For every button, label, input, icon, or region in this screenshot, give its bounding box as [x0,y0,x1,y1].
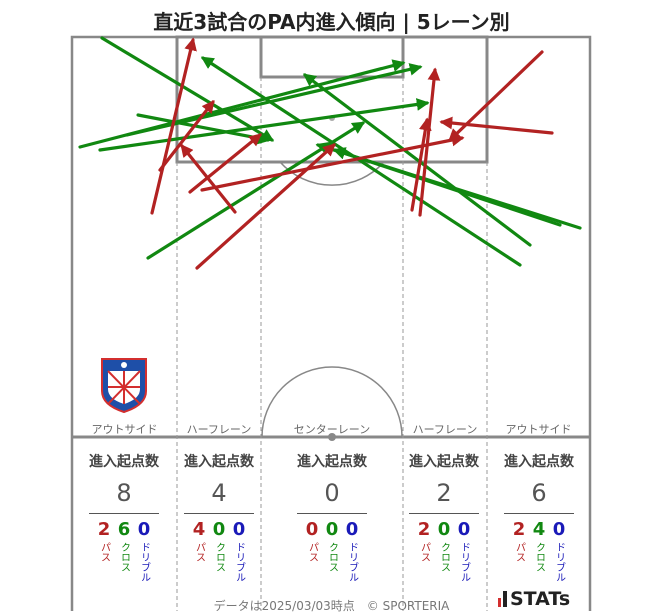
stat-dribble-value: 0 [345,519,359,540]
cross-label: クロス [438,542,450,572]
stat-header: 進入起点数 [409,454,479,470]
pass-arrow [418,67,441,217]
pass-label: パス [98,542,110,562]
stat-total: 4 [211,479,227,507]
cross-label: クロス [326,542,338,572]
lane-label-half-left: ハーフレーン [186,423,252,436]
footer-credit: データは2025/03/03時点 © SPORTERIA [213,599,450,613]
stat-cross-value: 6 [117,519,131,540]
stat-cross-value: 0 [437,519,451,540]
chart-title: 直近3試合のPA内進入傾向 | 5レーン別 [153,10,510,34]
stat-pass-value: 2 [417,519,431,540]
cross-label: クロス [533,542,545,572]
center-circle [261,366,403,438]
lane-label-outside-left: アウトサイド [91,423,158,436]
brand-logo: STATs [498,588,570,610]
dribble-label: ドリブル [346,542,358,582]
cross-label: クロス [118,542,130,572]
brand-mark-bar-icon [503,591,507,607]
pass-arrow [180,144,237,214]
pass-arrow [200,133,465,192]
stat-column-outside-left: 進入起点数 8 2 パス 6 クロス 0 ドリブル [78,451,170,582]
stat-header: 進入起点数 [504,454,574,470]
stat-total: 8 [116,479,132,507]
pass-label: パス [513,542,525,562]
dribble-label: ドリブル [458,542,470,582]
stat-column-half-left: 進入起点数 4 4 パス 0 クロス 0 ドリブル [178,451,260,582]
pass-arrow [150,37,197,215]
pass-label: パス [193,542,205,562]
cross-arrow [98,98,430,152]
goal-area [259,35,405,79]
arrow-layer [78,36,582,270]
lane-label-outside-right: アウトサイド [505,423,572,436]
stat-total: 2 [436,479,452,507]
dribble-label: ドリブル [553,542,565,582]
stat-dribble-value: 0 [137,519,151,540]
pass-arrow [410,117,432,212]
pass-arrow [439,116,554,135]
cross-arrow [136,113,271,145]
cross-arrow [302,73,532,247]
stat-pass-value: 4 [192,519,206,540]
stat-pass-value: 2 [97,519,111,540]
brand-text: STATs [510,588,571,610]
pass-label: パス [306,542,318,562]
dribble-label: ドリブル [233,542,245,582]
stat-total: 6 [531,479,547,507]
stat-pass-value: 0 [305,519,319,540]
pass-arrow [195,143,336,270]
cross-label: クロス [213,542,225,572]
cross-arrow [332,147,562,227]
lane-dividers [176,77,488,611]
lane-label-half-right: ハーフレーン [412,423,478,436]
stat-column-half-right: 進入起点数 2 2 パス 0 クロス 0 ドリブル [403,451,485,582]
cross-arrow [200,56,522,267]
team-crest-icon [101,358,147,414]
pass-arrow [158,99,215,172]
stat-dribble-value: 0 [232,519,246,540]
stat-pass-value: 2 [512,519,526,540]
lane-label-center: センターレーン [293,423,371,436]
pass-arrow [188,133,262,194]
center-spot [328,433,336,441]
stat-cross-value: 0 [325,519,339,540]
stat-header: 進入起点数 [184,454,254,470]
stat-header: 進入起点数 [89,454,159,470]
brand-mark-icon [498,598,501,607]
cross-arrow [100,36,275,142]
pass-label: パス [418,542,430,562]
stat-column-center: 進入起点数 0 0 パス 0 クロス 0 ドリブル [285,451,379,582]
dribble-label: ドリブル [138,542,150,582]
pass-arrow [448,50,544,142]
stat-cross-value: 4 [532,519,546,540]
stat-total: 0 [324,479,340,507]
stat-header: 進入起点数 [297,454,367,470]
stat-dribble-value: 0 [457,519,471,540]
stat-dribble-value: 0 [552,519,566,540]
stat-cross-value: 0 [212,519,226,540]
stat-column-outside-right: 進入起点数 6 2 パス 4 クロス 0 ドリブル [493,451,585,582]
